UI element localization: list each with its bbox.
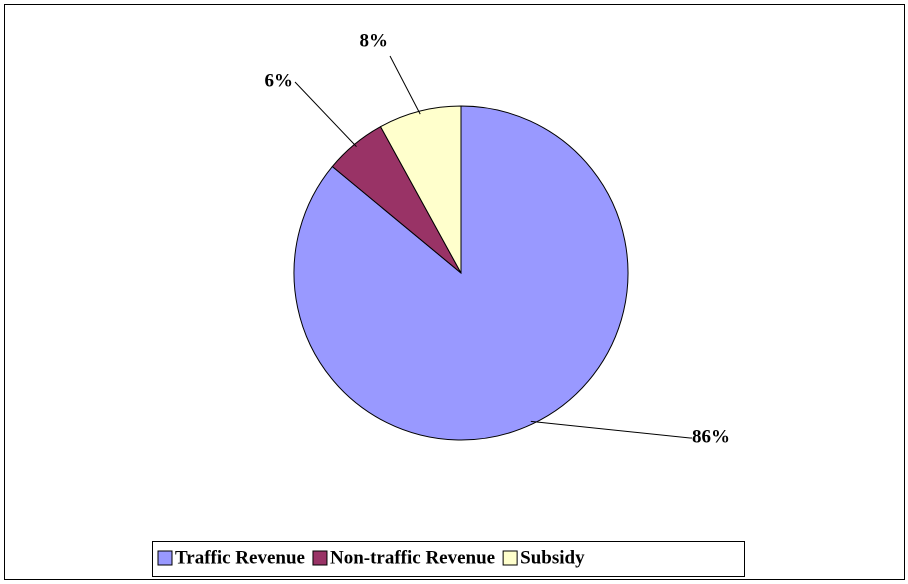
data-label: 8% (360, 30, 389, 51)
legend-swatch (157, 550, 173, 566)
legend-label: Traffic Revenue (175, 547, 305, 568)
data-label: 6% (265, 70, 294, 91)
legend-label: Non-traffic Revenue (330, 547, 495, 568)
legend-label: Subsidy (520, 547, 585, 568)
pie-slice (379, 105, 462, 274)
leader-line (294, 81, 357, 147)
leader-line (389, 55, 421, 115)
legend-box (152, 541, 745, 577)
legend-swatch (312, 550, 328, 566)
leader-line (530, 420, 692, 439)
pie: 86% 6% 8% (265, 30, 731, 447)
data-label: 86% (692, 426, 730, 447)
legend-swatch (502, 550, 518, 566)
legend: Traffic Revenue Non-traffic Revenue Subsid… (157, 547, 585, 568)
